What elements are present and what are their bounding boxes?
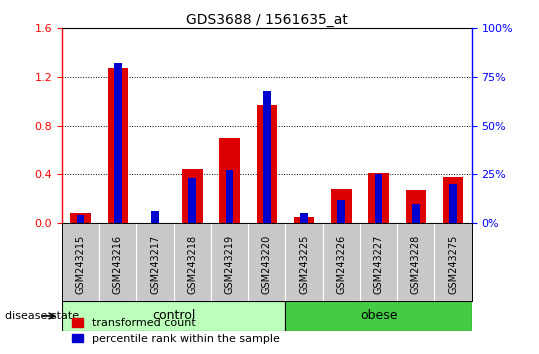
- Bar: [294, 217, 314, 223]
- Bar: [337, 200, 345, 223]
- Text: GSM243226: GSM243226: [336, 235, 346, 294]
- Bar: [62, 301, 286, 331]
- Bar: [257, 105, 277, 223]
- Bar: [151, 211, 159, 223]
- Bar: [263, 91, 271, 223]
- Bar: [300, 213, 308, 223]
- Bar: [182, 170, 203, 223]
- Text: GSM243225: GSM243225: [299, 235, 309, 294]
- Text: GSM243220: GSM243220: [262, 235, 272, 294]
- Bar: [368, 173, 389, 223]
- Bar: [412, 204, 420, 223]
- Bar: [114, 63, 122, 223]
- Bar: [108, 68, 128, 223]
- Text: control: control: [152, 309, 196, 322]
- Bar: [375, 175, 382, 223]
- Bar: [226, 171, 233, 223]
- Text: GSM243215: GSM243215: [75, 235, 86, 294]
- Text: GSM243217: GSM243217: [150, 235, 160, 294]
- Bar: [71, 213, 91, 223]
- Text: GSM243216: GSM243216: [113, 235, 123, 294]
- Bar: [331, 189, 351, 223]
- Legend: transformed count, percentile rank within the sample: transformed count, percentile rank withi…: [67, 314, 284, 348]
- Text: disease state: disease state: [5, 311, 80, 321]
- Text: GSM243219: GSM243219: [225, 235, 234, 294]
- Title: GDS3688 / 1561635_at: GDS3688 / 1561635_at: [186, 13, 348, 27]
- Text: obese: obese: [360, 309, 397, 322]
- Bar: [405, 190, 426, 223]
- Text: GSM243228: GSM243228: [411, 235, 421, 294]
- Bar: [443, 177, 463, 223]
- Bar: [286, 301, 472, 331]
- Bar: [189, 178, 196, 223]
- Text: GSM243218: GSM243218: [188, 235, 197, 294]
- Bar: [77, 215, 85, 223]
- Text: GSM243275: GSM243275: [448, 235, 458, 294]
- Bar: [219, 138, 240, 223]
- Text: GSM243227: GSM243227: [374, 235, 384, 294]
- Bar: [449, 184, 457, 223]
